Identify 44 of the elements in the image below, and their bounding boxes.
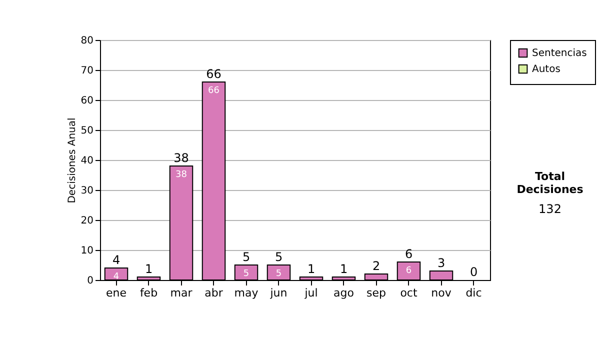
y-tick-label: 80 (80, 36, 94, 46)
y-tick-label: 40 (80, 156, 94, 166)
x-tick-label: nov (431, 286, 452, 300)
y-tick-label: 60 (80, 96, 94, 106)
y-tick-label: 20 (80, 216, 94, 226)
legend-label: Sentencias (532, 48, 587, 59)
data-label: 38 (176, 170, 188, 180)
x-tick-label: jul (304, 286, 318, 300)
x-tick-label: ene (106, 286, 127, 300)
x-tick-label: sep (366, 286, 386, 300)
data-label: 5 (243, 269, 250, 279)
x-tick-label: feb (140, 286, 158, 300)
data-label: 4 (113, 272, 120, 282)
x-tick-label: dic (466, 286, 482, 300)
text: 132 (538, 202, 562, 216)
y-axis-title: Decisiones Anual (66, 118, 78, 204)
x-tick-label: oct (400, 286, 418, 300)
data-label: 6 (406, 266, 412, 276)
y-tick-label: 70 (80, 66, 94, 76)
legend-label: Autos (532, 64, 560, 75)
total-label: 5 (274, 250, 283, 264)
total-label: 0 (470, 265, 478, 279)
x-tick-label: abr (204, 286, 224, 300)
data-label: 66 (208, 86, 220, 96)
x-tick-label: mar (170, 286, 193, 300)
total-label: 66 (206, 67, 222, 81)
x-tick-label: jun (269, 286, 288, 300)
y-tick-label: 10 (80, 246, 94, 256)
x-tick-label: may (234, 286, 259, 300)
total-label: 3 (437, 256, 446, 270)
y-tick-label: 50 (80, 126, 94, 136)
text: Total Decisiones (516, 170, 584, 196)
total-label: 2 (372, 259, 380, 273)
y-tick-label: 30 (80, 186, 94, 196)
total-label: 38 (174, 151, 189, 165)
total-label: 6 (404, 247, 413, 261)
total-label: 5 (242, 250, 250, 264)
y-tick-label: 0 (87, 276, 94, 286)
total-label: 4 (112, 253, 120, 267)
total-label: 1 (307, 262, 316, 276)
x-tick-label: ago (334, 286, 354, 300)
data-label: 5 (276, 269, 282, 279)
total-label: 1 (144, 262, 153, 276)
total-label: 1 (340, 262, 348, 276)
